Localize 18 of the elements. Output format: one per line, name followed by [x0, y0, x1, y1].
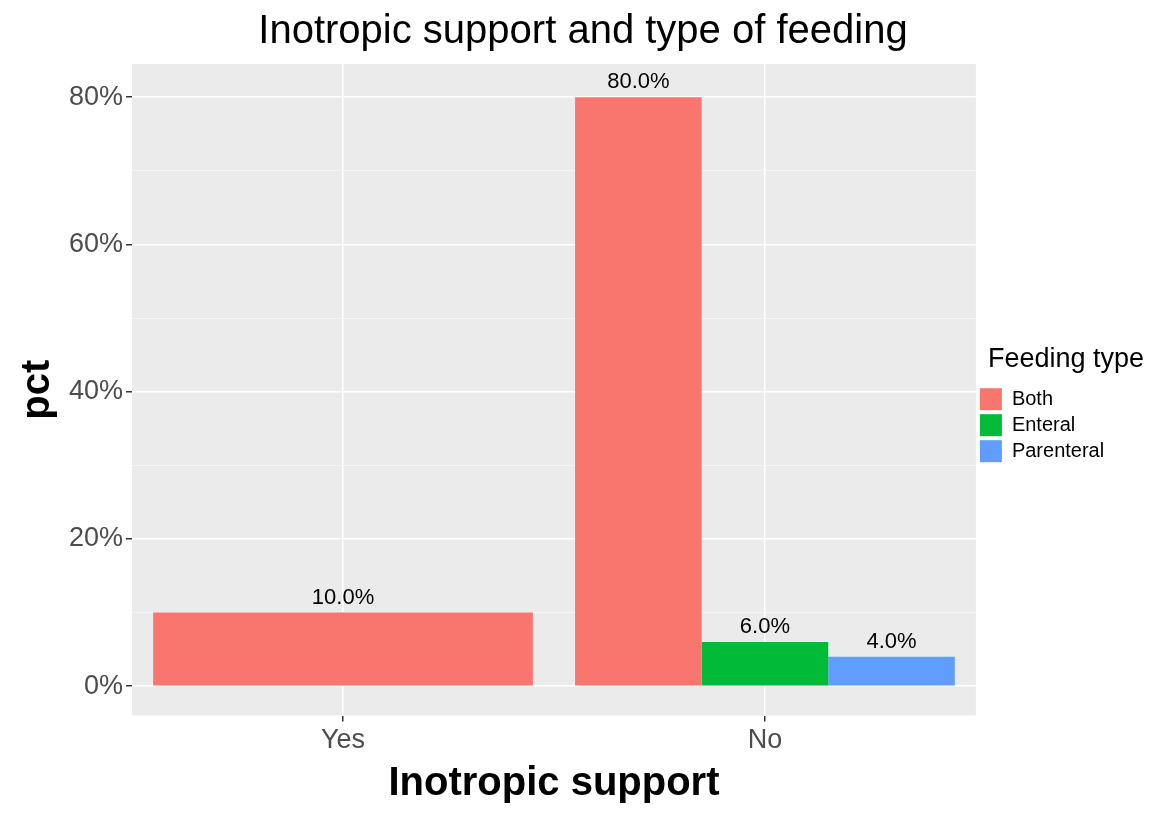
legend-title: Feeding type — [987, 342, 1144, 373]
data-label: 6.0% — [739, 613, 791, 639]
y-tick-label: 60% — [68, 227, 124, 258]
y-tick-label: 40% — [68, 375, 124, 406]
x-tick-label: No — [747, 724, 783, 755]
data-label: 10.0% — [311, 583, 375, 609]
y-tick-label: 20% — [68, 522, 124, 553]
data-label: 80.0% — [607, 68, 670, 94]
y-axis-title: pct — [13, 359, 58, 420]
x-tick-label: Yes — [320, 724, 366, 755]
data-label: 4.0% — [866, 627, 917, 653]
y-tick-label: 0% — [84, 669, 124, 700]
legend-label: Enteral — [1011, 412, 1076, 435]
chart-title: Inotropic support and type of feeding — [258, 7, 908, 52]
x-axis-title: Inotropic support — [388, 759, 720, 804]
legend-label: Both — [1011, 386, 1054, 409]
y-tick-label: 80% — [68, 80, 124, 111]
legend-label: Parenteral — [1011, 438, 1105, 461]
